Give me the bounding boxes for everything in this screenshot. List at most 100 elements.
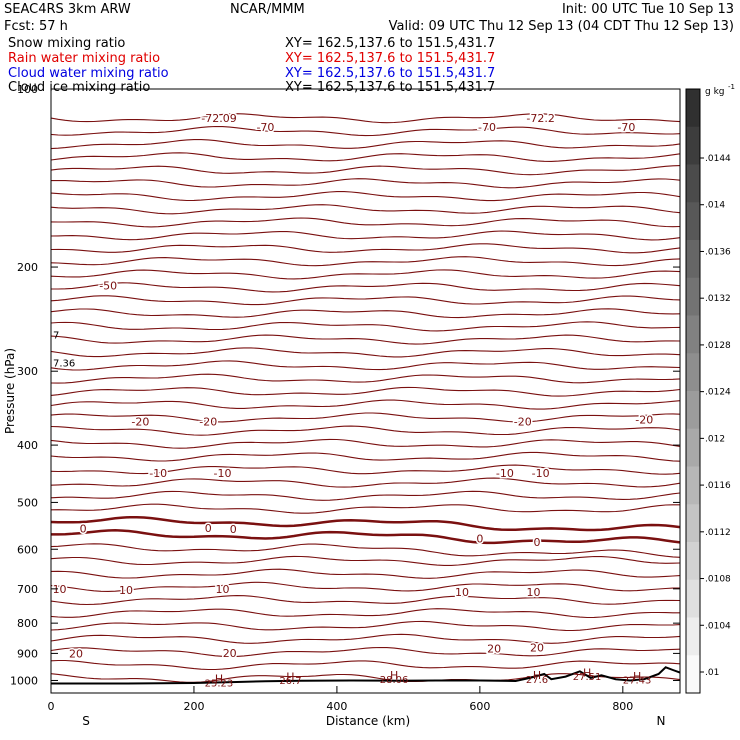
isotherm-line xyxy=(50,503,680,514)
isotherm-label: 0 xyxy=(534,536,541,549)
y-axis-label: Pressure (hPa) xyxy=(3,348,17,434)
y-tick-label: 300 xyxy=(17,365,38,378)
field-snow-name: Snow mixing ratio xyxy=(8,36,126,51)
isotherm-line xyxy=(50,438,681,449)
colorbar-label: .0136 xyxy=(705,247,731,257)
valid-time: Valid: 09 UTC Thu 12 Sep 13 (04 CDT Thu … xyxy=(388,19,734,34)
isotherm-label: 10 xyxy=(216,583,230,596)
colorbar-segment xyxy=(686,428,700,467)
isotherm-label: -20 xyxy=(131,416,149,429)
isotherm-line xyxy=(50,608,680,619)
colorbar-label: .0108 xyxy=(705,575,731,585)
colorbar-label: .014 xyxy=(705,201,725,211)
colorbar-label: .0104 xyxy=(705,621,731,631)
high-marker: H xyxy=(286,670,294,683)
field-cloudice-name: Cloud ice mixing ratio xyxy=(8,80,151,95)
side-label: 7 xyxy=(53,330,59,341)
y-tick-label: 700 xyxy=(17,583,38,596)
isotherm-label: 20 xyxy=(69,647,83,660)
isotherm-line xyxy=(50,165,681,176)
isotherm-line xyxy=(50,659,681,671)
y-tick-label: 600 xyxy=(17,543,38,556)
isotherm-contours xyxy=(50,113,681,683)
y-tick-label: 800 xyxy=(17,617,38,630)
field-snow-xy: XY= 162.5,137.6 to 151.5,431.7 xyxy=(285,36,496,51)
high-value: 28.06 xyxy=(380,675,409,686)
isotherm-line xyxy=(50,204,681,215)
colorbar-unit: g kg xyxy=(705,87,725,97)
isotherm-label: -20 xyxy=(514,416,532,429)
isotherm-line xyxy=(50,620,681,632)
isotherm-line xyxy=(51,282,681,293)
high-marker: H xyxy=(633,670,641,683)
isotherm-label: -10 xyxy=(532,467,550,480)
isotherm-line xyxy=(50,490,681,501)
y-tick-label: 900 xyxy=(17,647,38,660)
isotherm-label: -50 xyxy=(99,280,117,293)
colorbar-label: .0132 xyxy=(705,294,731,304)
isotherm-line xyxy=(50,673,681,683)
y-tick-label: 500 xyxy=(17,496,38,509)
model-title: SEAC4RS 3km ARW xyxy=(4,2,131,17)
isotherm-label: -72.09 xyxy=(201,112,236,125)
isotherm-line xyxy=(50,555,681,566)
isotherm-line xyxy=(50,178,681,189)
isotherm-line xyxy=(50,321,681,332)
colorbar-label: .0124 xyxy=(705,388,731,398)
colorbar-segment xyxy=(686,89,700,128)
isotherm-line xyxy=(50,568,681,579)
isotherm-line xyxy=(50,386,681,397)
high-value: 27.6 xyxy=(526,675,548,686)
colorbar-label: .0116 xyxy=(705,481,731,491)
isotherm-line xyxy=(50,543,681,558)
isotherm-label: -10 xyxy=(496,467,514,480)
isotherm-label: -20 xyxy=(635,413,653,426)
field-cloudice-xy: XY= 162.5,137.6 to 151.5,431.7 xyxy=(285,80,496,95)
isotherm-line xyxy=(50,308,681,319)
isotherm-label: 0 xyxy=(476,532,483,545)
contour-labels: -72.09 -70 -70 -72.2 -70 -50 -20 -20 -20 -20 -10 -1… xyxy=(51,111,655,690)
isotherm-label: -10 xyxy=(214,467,232,480)
x-axis-right-end-label: N xyxy=(657,714,666,728)
colorbar-segment xyxy=(686,126,700,165)
y-tick-label: 400 xyxy=(17,439,38,452)
isotherm-line xyxy=(50,139,681,150)
colorbar-unit-exponent: -1 xyxy=(728,83,735,91)
isotherm-line xyxy=(50,191,681,202)
isotherm-line xyxy=(50,477,681,488)
colorbar-label: .0144 xyxy=(705,154,731,164)
isotherm-line xyxy=(50,334,681,345)
colorbar-label: .0112 xyxy=(705,528,731,538)
isotherm-label: 10 xyxy=(119,584,133,597)
isotherm-label: -70 xyxy=(617,121,635,134)
colorbar-segment xyxy=(686,240,700,279)
colorbar-segment xyxy=(686,617,700,656)
plot-frame xyxy=(50,88,681,694)
colorbar-segment xyxy=(686,353,700,392)
isotherm-line xyxy=(50,230,681,241)
isotherm-label: -72.2 xyxy=(526,112,554,125)
zero-isotherm-line xyxy=(51,529,681,545)
isotherm-label: -10 xyxy=(149,467,167,480)
isotherm-line xyxy=(50,217,681,228)
colorbar-segment xyxy=(686,277,700,316)
high-value: 27.43 xyxy=(623,676,652,687)
isotherm-line xyxy=(50,113,681,124)
x-tick-label: 200 xyxy=(183,700,204,713)
colorbar: .0144 .014 .0136 .0132 .0128 .0124 .012 .0116 .0… xyxy=(685,88,731,694)
high-marker: H xyxy=(583,667,591,680)
isotherm-line xyxy=(50,125,681,137)
y-tick-label: 100 xyxy=(17,83,38,96)
x-axis-left-end-label: S xyxy=(82,714,90,728)
isotherm-line xyxy=(50,295,681,306)
init-time: Init: 00 UTC Tue 10 Sep 13 xyxy=(561,2,734,17)
colorbar-segment xyxy=(686,466,700,505)
colorbar-segment xyxy=(686,579,700,618)
colorbar-segment xyxy=(686,391,700,430)
colorbar-segment xyxy=(686,202,700,241)
isotherm-line xyxy=(50,646,681,658)
isotherm-line xyxy=(50,360,681,371)
isotherm-label: 20 xyxy=(223,647,237,660)
zero-isotherm-line xyxy=(50,515,681,532)
